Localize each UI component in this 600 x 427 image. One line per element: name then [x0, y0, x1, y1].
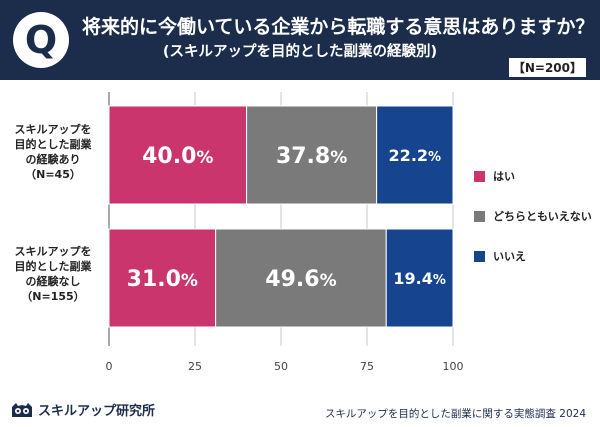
- source-caption: スキルアップを目的とした副業に関する実態調査 2024: [324, 408, 586, 420]
- legend-label-no: いいえ: [493, 250, 526, 263]
- legend-label-neutral: どちらともいえない: [493, 210, 592, 223]
- x-tick-label: 50: [274, 360, 288, 373]
- q-letter: Q: [24, 18, 58, 62]
- bar-segment: [215, 228, 387, 328]
- bar-segment: [376, 105, 454, 205]
- row-label-without-experience: スキルアップを 目的とした副業 の経験なし （N=155）: [8, 244, 98, 304]
- row-label-with-experience: スキルアップを 目的とした副業 の経験あり （N=45）: [8, 122, 98, 182]
- bar-segment: [108, 228, 217, 328]
- legend-item-neutral: どちらともいえない: [474, 208, 592, 224]
- owl-logo-icon: [12, 402, 32, 417]
- header-banner: Q 将来的に今働いている企業から転職する意思はありますか？ (スキルアップを目的…: [0, 0, 600, 80]
- x-tick-label: 75: [360, 360, 374, 373]
- bar-value-label: 40.0%: [142, 144, 213, 169]
- legend-swatch-no: [474, 250, 485, 262]
- legend-label-yes: はい: [493, 170, 515, 183]
- row-label-line: の経験なし: [25, 275, 81, 288]
- bar-segment: [246, 105, 378, 205]
- chart-subtitle: (スキルアップを目的とした副業の経験別): [162, 44, 438, 60]
- bar-value-label: 49.6%: [265, 267, 336, 292]
- bar-value-label: 37.8%: [276, 144, 347, 169]
- bar-value-label: 31.0%: [127, 267, 198, 292]
- row-label-line: 目的とした副業: [14, 138, 92, 151]
- x-tick-label: 0: [106, 360, 113, 373]
- logo-text: スキルアップ研究所: [38, 404, 156, 419]
- chart-title: 将来的に今働いている企業から転職する意思はありますか？: [82, 16, 595, 38]
- row-label-line: スキルアップを: [14, 123, 92, 136]
- bar-value-label: 22.2%: [389, 146, 442, 165]
- x-tick-label: 25: [188, 360, 202, 373]
- footer-logo: スキルアップ研究所: [10, 400, 155, 419]
- row-label-line: 目的とした副業: [14, 260, 92, 273]
- q-badge: Q: [13, 12, 69, 68]
- legend-item-yes: はい: [474, 168, 515, 184]
- bar-segment: [108, 105, 248, 205]
- legend-item-no: いいえ: [474, 248, 526, 264]
- row-label-line: （N=155）: [21, 290, 85, 303]
- row-label-line: スキルアップを: [14, 245, 92, 258]
- sample-size-badge: 【N=200】: [508, 58, 586, 77]
- x-tick-label: 100: [443, 360, 464, 373]
- bar-value-label: 19.4%: [393, 269, 446, 288]
- bar-segment: [385, 228, 454, 328]
- legend-swatch-yes: [474, 170, 485, 182]
- legend-swatch-neutral: [474, 210, 485, 222]
- row-label-line: の経験あり: [25, 153, 81, 166]
- row-label-line: （N=45）: [25, 168, 81, 181]
